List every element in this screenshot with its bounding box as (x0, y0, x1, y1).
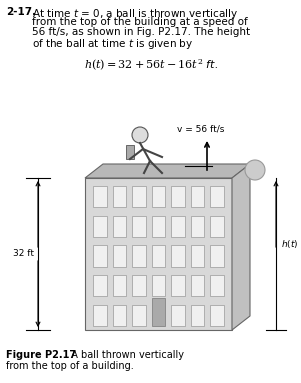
Text: v = 56 ft/s: v = 56 ft/s (177, 125, 224, 134)
Bar (171, 186, 185, 208)
Bar (113, 216, 126, 237)
Bar (113, 304, 126, 326)
Bar (151, 186, 166, 208)
Bar (132, 245, 146, 267)
Bar (171, 275, 185, 296)
Bar (126, 145, 134, 159)
Bar (85, 178, 232, 330)
Bar (171, 245, 185, 267)
Bar (171, 216, 185, 237)
Bar (132, 275, 146, 296)
Bar (132, 186, 146, 208)
Bar (191, 186, 204, 208)
Text: from the top of the building at a speed of: from the top of the building at a speed … (32, 17, 248, 27)
Bar (210, 245, 224, 267)
Bar (93, 186, 107, 208)
Bar (93, 216, 107, 237)
Text: 32 ft: 32 ft (13, 249, 34, 259)
Bar (151, 298, 166, 326)
Bar (113, 245, 126, 267)
Bar (151, 275, 166, 296)
Bar (113, 186, 126, 208)
Bar (191, 275, 204, 296)
Polygon shape (232, 164, 250, 330)
Bar (210, 275, 224, 296)
Bar (210, 216, 224, 237)
Circle shape (245, 160, 265, 180)
Bar (210, 186, 224, 208)
Bar (191, 216, 204, 237)
Text: Figure P2.17: Figure P2.17 (6, 350, 76, 360)
Polygon shape (85, 164, 250, 178)
Text: 56 ft/s, as shown in Fig. P2.17. The height: 56 ft/s, as shown in Fig. P2.17. The hei… (32, 27, 250, 37)
Bar (151, 245, 166, 267)
Text: 2-17.: 2-17. (6, 7, 36, 17)
Bar (93, 245, 107, 267)
Circle shape (132, 127, 148, 143)
Text: At time $t$ = 0, a ball is thrown vertically: At time $t$ = 0, a ball is thrown vertic… (32, 7, 238, 21)
Bar (210, 304, 224, 326)
Bar (113, 275, 126, 296)
Bar (93, 304, 107, 326)
Bar (191, 304, 204, 326)
Bar (93, 275, 107, 296)
Text: from the top of a building.: from the top of a building. (6, 361, 134, 371)
Text: of the ball at time $t$ is given by: of the ball at time $t$ is given by (32, 37, 193, 51)
Bar (171, 304, 185, 326)
Text: A ball thrown vertically: A ball thrown vertically (65, 350, 184, 360)
Bar (132, 216, 146, 237)
Bar (132, 304, 146, 326)
Text: $h(t)$: $h(t)$ (281, 238, 299, 250)
Text: $h(t) = 32 + 56t - 16t^2$ ft.: $h(t) = 32 + 56t - 16t^2$ ft. (84, 58, 218, 73)
Bar (151, 216, 166, 237)
Bar (191, 245, 204, 267)
